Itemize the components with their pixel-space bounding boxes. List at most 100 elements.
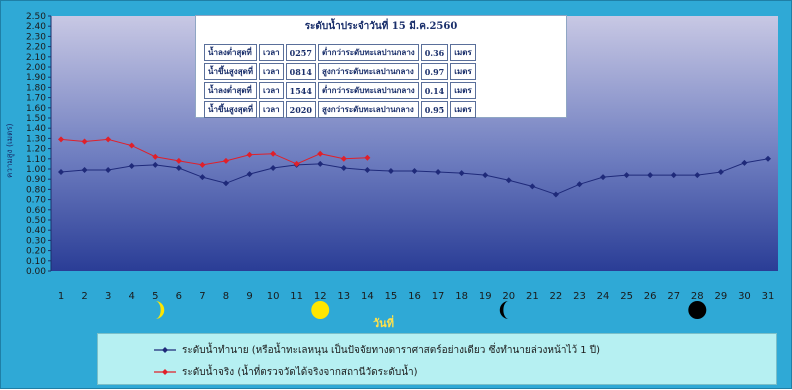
tide-info-cell: ต่ำกว่าระดับทะเลปานกลาง — [317, 44, 419, 61]
x-tick-label: 7 — [199, 291, 205, 302]
tide-info-cell: น้ำลงต่ำสุดที่ — [204, 44, 258, 61]
tide-info-cell: เวลา — [259, 63, 284, 80]
predicted-point — [364, 167, 371, 174]
x-tick-label: 30 — [738, 291, 751, 302]
legend: ระดับน้ำทำนาย (หรือน้ำทะเลหนุน เป็นปัจจั… — [97, 333, 777, 385]
tide-info-panel: ระดับน้ำประจำวันที่ 15 มี.ค.2560 น้ำลงต่… — [195, 15, 567, 118]
actual-point — [293, 160, 300, 167]
y-tick-label: 2.40 — [26, 22, 46, 32]
x-tick-label: 14 — [361, 291, 374, 302]
x-tick-label: 8 — [223, 291, 229, 302]
tide-info-cell: 0.14 — [420, 82, 449, 99]
y-tick-label: 1.70 — [26, 94, 46, 104]
tide-info-cell: น้ำขึ้นสูงสุดที่ — [204, 63, 258, 80]
predicted-point — [387, 168, 394, 175]
tide-info-cell: เมตร — [450, 63, 476, 80]
predicted-point — [741, 159, 748, 166]
tide-info-cell: 0.36 — [420, 44, 449, 61]
y-tick-label: 0.20 — [26, 247, 46, 257]
x-tick-label: 9 — [246, 291, 252, 302]
tide-info-cell: เมตร — [450, 82, 476, 99]
x-tick-label: 27 — [667, 291, 680, 302]
predicted-point — [670, 172, 677, 179]
actual-point — [175, 157, 182, 164]
predicted-point — [765, 155, 771, 162]
actual-point — [128, 142, 135, 149]
predicted-point — [717, 169, 724, 176]
predicted-point — [623, 172, 630, 179]
actual-point — [340, 155, 347, 162]
y-tick-label: 0.40 — [26, 226, 46, 236]
x-tick-label: 13 — [337, 291, 350, 302]
predicted-point — [152, 161, 159, 168]
x-tick-label: 4 — [129, 291, 135, 302]
actual-point — [152, 153, 159, 160]
x-tick-label: 22 — [550, 291, 563, 302]
actual-line — [60, 138, 368, 166]
predicted-point — [435, 169, 442, 176]
tide-info-cell: 0814 — [285, 63, 316, 80]
legend-swatch-predicted — [154, 347, 176, 353]
x-tick-label: 3 — [105, 291, 111, 302]
tide-info-cell: เวลา — [259, 44, 284, 61]
actual-point — [270, 150, 277, 157]
x-tick-label: 20 — [502, 291, 515, 302]
actual-point — [317, 150, 324, 157]
tide-info-row: น้ำขึ้นสูงสุดที่ เวลา 0814 สูงกว่าระดับทะเล… — [204, 63, 476, 80]
x-tick-label: 23 — [573, 291, 586, 302]
predicted-point — [128, 162, 135, 169]
x-tick-label: 11 — [290, 291, 303, 302]
tide-info-cell: น้ำขึ้นสูงสุดที่ — [204, 101, 258, 118]
y-tick-label: 2.50 — [26, 12, 46, 22]
predicted-point — [340, 164, 347, 171]
predicted-point — [317, 160, 324, 167]
x-tick-label: 28 — [691, 291, 704, 302]
x-tick-label: 26 — [644, 291, 657, 302]
x-tick-label: 10 — [267, 291, 280, 302]
tide-info-cell: ต่ำกว่าระดับทะเลปานกลาง — [317, 82, 419, 99]
y-axis: 0.000.100.200.300.400.500.600.700.800.90… — [26, 12, 52, 277]
actual-point — [58, 136, 64, 143]
actual-point — [105, 136, 112, 143]
tide-info-cell: สูงกว่าระดับทะเลปานกลาง — [317, 101, 419, 118]
y-tick-label: 0.70 — [26, 196, 46, 206]
tide-info-cell: เมตร — [450, 101, 476, 118]
predicted-point — [270, 164, 277, 171]
y-tick-label: 0.80 — [26, 185, 46, 195]
predicted-point — [529, 183, 536, 190]
predicted-point — [222, 180, 229, 187]
predicted-point — [600, 174, 607, 181]
y-tick-label: 1.40 — [26, 124, 46, 134]
tide-info-cell: 0.95 — [420, 101, 449, 118]
predicted-point — [647, 172, 654, 179]
actual-point — [246, 151, 253, 158]
x-tick-label: 24 — [597, 291, 610, 302]
y-tick-label: 1.10 — [26, 155, 46, 165]
legend-item-actual: ระดับน้ำจริง (น้ำที่ตรวจวัดได้จริงจากสถา… — [154, 364, 418, 380]
series-predicted — [58, 155, 771, 198]
x-tick-label: 5 — [152, 291, 158, 302]
predicted-point — [505, 177, 512, 184]
x-tick-label: 16 — [408, 291, 421, 302]
tide-info-row: น้ำขึ้นสูงสุดที่ เวลา 2020 สูงกว่าระดับทะเล… — [204, 101, 476, 118]
tide-info-cell: 0257 — [285, 44, 316, 61]
y-axis-title: ความสูง (เมตร) — [5, 123, 14, 179]
predicted-point — [81, 167, 88, 174]
y-tick-label: 1.50 — [26, 114, 46, 124]
tide-info-cell: เมตร — [450, 44, 476, 61]
tide-info-title: ระดับน้ำประจำวันที่ 15 มี.ค.2560 — [304, 21, 458, 32]
y-tick-label: 1.80 — [26, 83, 46, 93]
legend-label-actual: ระดับน้ำจริง (น้ำที่ตรวจวัดได้จริงจากสถา… — [182, 366, 418, 378]
y-tick-label: 0.60 — [26, 206, 46, 216]
actual-point — [364, 154, 371, 161]
x-axis-title: วันที่ — [373, 317, 394, 330]
predicted-point — [458, 170, 465, 177]
tide-info-table: น้ำลงต่ำสุดที่ เวลา 0257 ต่ำกว่าระดับทะเลปา… — [202, 42, 478, 120]
series-actual — [58, 136, 371, 168]
x-tick-label: 6 — [176, 291, 182, 302]
actual-point — [81, 138, 88, 145]
y-tick-label: 2.10 — [26, 53, 46, 63]
x-tick-label: 29 — [714, 291, 727, 302]
y-tick-label: 2.00 — [26, 63, 46, 73]
x-tick-label: 2 — [81, 291, 87, 302]
